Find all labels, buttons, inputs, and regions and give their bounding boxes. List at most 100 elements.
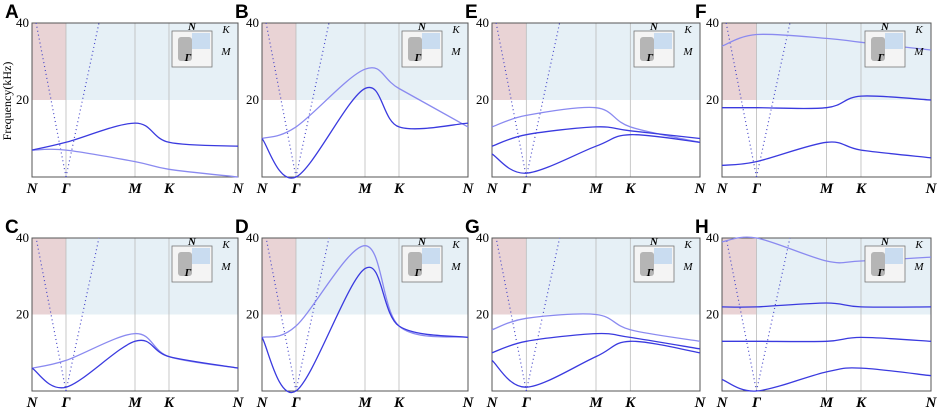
band-series-3 xyxy=(491,340,701,388)
y-tick-label: 20 xyxy=(16,307,29,322)
inset-label: M xyxy=(913,261,924,273)
y-tick-label: 20 xyxy=(476,307,489,322)
x-tick-label: N xyxy=(486,395,499,407)
x-tick-label: N xyxy=(486,181,499,197)
x-tick-label: N xyxy=(462,181,475,197)
band-series-2 xyxy=(721,302,932,308)
x-tick-label: N xyxy=(462,395,475,407)
x-tick-label: K xyxy=(855,181,867,197)
x-tick-label: K xyxy=(393,181,405,197)
irreducible-zone xyxy=(192,248,210,264)
x-tick-label: M xyxy=(357,395,372,407)
x-tick-label: M xyxy=(127,181,142,197)
inset-label: K xyxy=(451,24,460,36)
unit-cell-shape xyxy=(871,37,885,61)
x-tick-label: M xyxy=(819,395,834,407)
panel-label: B xyxy=(235,2,249,23)
x-tick-label: K xyxy=(163,395,175,407)
band-series-3 xyxy=(721,141,932,167)
x-tick-label: M xyxy=(588,395,603,407)
unit-cell-inset: N KM Γ xyxy=(171,21,231,68)
x-tick-label: K xyxy=(163,181,175,197)
panel-label: C xyxy=(5,217,19,238)
inset-label: M xyxy=(913,46,924,58)
x-tick-label: M xyxy=(819,181,834,197)
band-series-1 xyxy=(261,245,469,339)
x-tick-label: K xyxy=(624,181,636,197)
x-tick-label: N xyxy=(26,395,39,407)
y-tick-label: 40 xyxy=(16,15,29,30)
y-tick-label: 40 xyxy=(476,230,489,245)
plot-frame xyxy=(721,237,932,392)
inset-label: M xyxy=(682,46,693,58)
band-series-3 xyxy=(722,336,932,343)
y-tick-label: 40 xyxy=(706,230,719,245)
y-tick-label: 40 xyxy=(16,230,29,245)
inset-label: M xyxy=(220,46,231,58)
y-axis-label: Frequency(kHz) xyxy=(0,62,14,141)
inset-label: Γ xyxy=(414,52,422,64)
x-tick-label: K xyxy=(855,395,867,407)
band-series-2 xyxy=(261,86,469,179)
plot-frame xyxy=(491,237,701,392)
inset-label: Γ xyxy=(877,52,885,64)
x-tick-label: Γ xyxy=(751,181,762,197)
pink-region xyxy=(262,23,296,100)
panel-label: D xyxy=(235,217,249,238)
unit-cell-inset: N KM Γ xyxy=(864,236,924,283)
y-tick-label: 40 xyxy=(476,15,489,30)
band-series-2 xyxy=(31,339,239,389)
inset-label: Γ xyxy=(184,52,192,64)
pink-region xyxy=(262,238,296,315)
unit-cell-inset: N KM Γ xyxy=(633,21,693,68)
unit-cell-shape xyxy=(640,252,654,276)
unit-cell-inset: N KM Γ xyxy=(401,236,461,283)
irreducible-zone xyxy=(192,33,210,49)
pink-region xyxy=(722,238,757,315)
inset-label: N xyxy=(187,236,197,248)
unit-cell-inset: N KM Γ xyxy=(401,21,461,68)
irreducible-zone xyxy=(885,248,903,264)
inset-label: N xyxy=(417,21,427,33)
inset-label: N xyxy=(880,236,890,248)
unit-cell-shape xyxy=(640,37,654,61)
x-tick-label: Γ xyxy=(60,395,71,407)
pink-region xyxy=(492,238,527,315)
band-series-1 xyxy=(261,67,469,140)
x-tick-label: N xyxy=(694,181,707,197)
unit-cell-inset: N KM Γ xyxy=(864,21,924,68)
inset-label: N xyxy=(649,236,659,248)
inset-label: K xyxy=(914,24,923,36)
inset-label: K xyxy=(683,24,692,36)
x-tick-label: M xyxy=(357,181,372,197)
plot-frame xyxy=(31,237,239,392)
panel-label: G xyxy=(465,217,480,238)
pink-region xyxy=(32,238,66,315)
x-tick-label: K xyxy=(624,395,636,407)
x-tick-label: N xyxy=(716,181,729,197)
band-series-1 xyxy=(31,148,239,178)
x-tick-label: N xyxy=(716,395,729,407)
irreducible-zone xyxy=(654,248,672,264)
x-tick-label: Γ xyxy=(60,181,71,197)
band-series-1 xyxy=(491,313,701,342)
band-series-4 xyxy=(721,367,932,392)
x-tick-label: Γ xyxy=(751,395,762,407)
x-tick-label: N xyxy=(232,395,245,407)
plot-frame xyxy=(261,22,469,178)
pink-region xyxy=(32,23,66,100)
inset-label: K xyxy=(221,24,230,36)
inset-label: N xyxy=(417,236,427,248)
band-series-2 xyxy=(721,95,932,110)
inset-label: N xyxy=(649,21,659,33)
inset-label: Γ xyxy=(877,267,885,279)
panel-label: A xyxy=(5,2,19,23)
y-tick-label: 20 xyxy=(16,92,29,107)
x-tick-label: M xyxy=(127,395,142,407)
